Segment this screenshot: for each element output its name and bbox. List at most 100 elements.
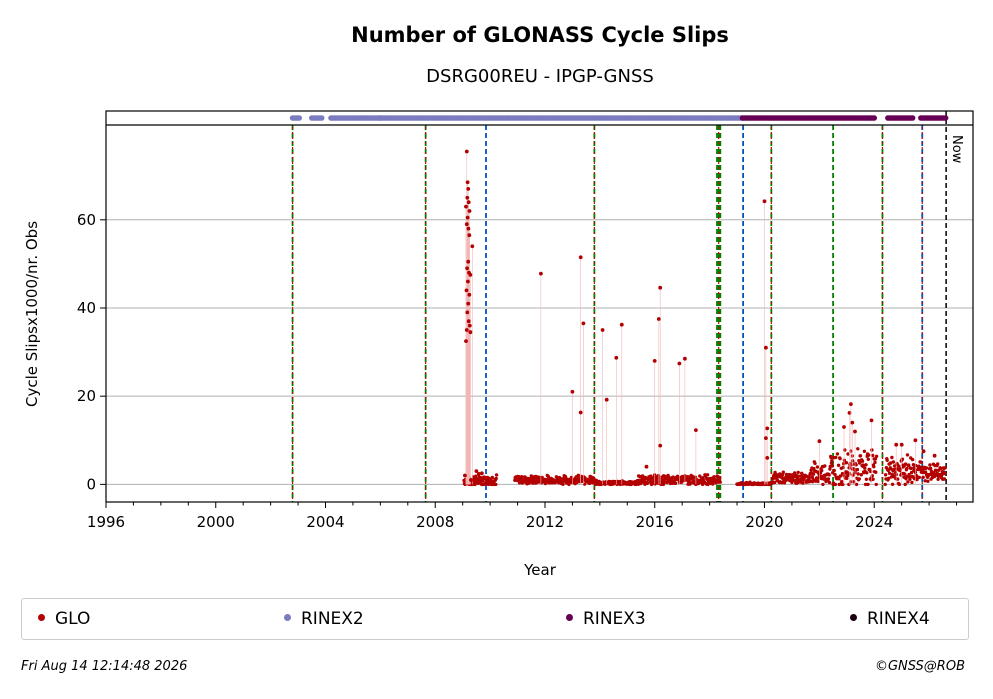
legend-item-rinex3: RINEX3 xyxy=(566,609,646,629)
glo-point xyxy=(467,292,472,297)
rinex3-marker-icon xyxy=(566,613,573,621)
glo-point xyxy=(871,477,875,481)
glo-point xyxy=(859,473,863,477)
glo-point xyxy=(652,359,657,363)
glo-point xyxy=(520,475,524,479)
glo-point xyxy=(858,454,863,458)
glo-point xyxy=(494,476,498,481)
glo-point xyxy=(913,438,918,443)
glo-point xyxy=(864,477,869,481)
glo-point xyxy=(867,453,871,457)
glo-point xyxy=(870,448,874,452)
glo-point xyxy=(464,222,469,227)
legend: GLO RINEX2 RINEX3 RINEX4 xyxy=(21,598,969,640)
glo-point xyxy=(793,471,797,475)
glo-point xyxy=(463,473,467,478)
x-tick-label: 1996 xyxy=(87,513,125,531)
glo-point xyxy=(865,471,869,475)
glo-point xyxy=(656,474,660,478)
glo-point xyxy=(940,472,944,477)
glo-point xyxy=(870,474,874,478)
glo-point xyxy=(490,475,494,480)
glo-point xyxy=(658,285,663,290)
glo-point xyxy=(857,477,861,481)
glo-point xyxy=(855,467,860,472)
glo-marker-icon xyxy=(38,613,45,621)
glo-point xyxy=(811,472,816,476)
glo-point xyxy=(467,209,472,213)
glo-point xyxy=(470,244,475,249)
rinex2-point xyxy=(318,115,325,121)
glo-point xyxy=(835,452,840,456)
glo-point xyxy=(897,464,901,468)
glo-point xyxy=(942,477,947,481)
glo-point xyxy=(842,458,847,462)
glo-point xyxy=(842,425,846,429)
glo-point xyxy=(909,466,913,471)
glo-point xyxy=(813,461,817,466)
x-tick-label: 2016 xyxy=(636,513,674,531)
glo-point xyxy=(466,226,471,231)
glo-point xyxy=(860,459,865,463)
glo-point xyxy=(643,475,647,480)
glo-point xyxy=(718,480,722,484)
glo-point xyxy=(856,472,860,476)
glo-point xyxy=(466,279,470,284)
y-tick-label: 40 xyxy=(77,299,96,317)
glo-point xyxy=(801,481,805,485)
glo-point xyxy=(907,472,911,477)
glo-point xyxy=(467,323,472,328)
glo-point xyxy=(466,319,471,324)
glo-point xyxy=(851,459,855,463)
glo-point xyxy=(765,426,770,431)
glo-point xyxy=(854,463,858,467)
x-tick-label: 2024 xyxy=(855,513,893,531)
glo-point xyxy=(850,420,855,425)
glo-point xyxy=(517,475,521,479)
glo-point xyxy=(600,328,605,332)
glo-point xyxy=(864,463,868,467)
glo-point xyxy=(928,463,932,467)
glo-point xyxy=(698,474,702,478)
glo-point xyxy=(905,466,909,471)
legend-item-rinex2: RINEX2 xyxy=(284,609,364,629)
glo-point xyxy=(936,477,940,481)
glo-point xyxy=(466,301,471,306)
glo-point xyxy=(833,482,838,487)
glo-point xyxy=(871,453,875,458)
glo-point xyxy=(897,482,901,487)
glo-point xyxy=(923,470,928,474)
plot-frame xyxy=(105,110,974,503)
rinex3-point xyxy=(909,115,916,121)
glo-point xyxy=(468,273,473,277)
glo-point xyxy=(677,361,682,366)
chart-title: Number of GLONASS Cycle Slips xyxy=(351,23,729,47)
glo-point xyxy=(832,468,836,473)
glo-point xyxy=(464,204,468,209)
glo-point xyxy=(816,479,820,484)
glo-point xyxy=(477,472,481,476)
glo-point xyxy=(849,402,853,406)
glo-point xyxy=(885,458,889,462)
glo-point xyxy=(467,233,472,238)
glo-point xyxy=(468,330,473,335)
glo-point xyxy=(883,482,887,487)
glo-point xyxy=(924,466,929,470)
glo-point xyxy=(891,460,896,464)
x-axis-label: Year xyxy=(523,561,557,579)
glo-point xyxy=(792,478,796,483)
glo-point xyxy=(856,447,860,451)
glo-point xyxy=(921,449,926,454)
glo-point xyxy=(905,453,910,457)
legend-label: RINEX3 xyxy=(583,609,646,629)
x-tick-label: 2008 xyxy=(416,513,454,531)
glo-point xyxy=(817,439,822,444)
glo-point xyxy=(570,389,575,394)
glo-point xyxy=(943,471,947,476)
glo-point xyxy=(829,455,833,460)
glo-point xyxy=(464,288,469,293)
x-tick-label: 2020 xyxy=(745,513,783,531)
glo-point xyxy=(833,472,837,477)
glo-point xyxy=(815,465,820,469)
glo-point xyxy=(765,456,770,460)
